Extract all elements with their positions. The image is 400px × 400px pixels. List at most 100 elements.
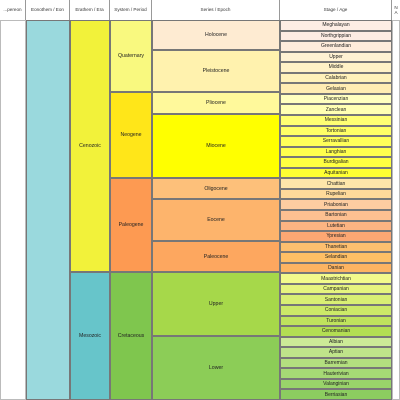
stage-label: Berriasian bbox=[324, 391, 348, 398]
system-label: Paleogene bbox=[118, 222, 144, 228]
series-label: Paleocene bbox=[203, 253, 229, 260]
stage-row: Thanetian bbox=[280, 241, 392, 253]
stage-row: Albian bbox=[280, 336, 392, 348]
stage-row: Zanclean bbox=[280, 104, 392, 115]
stage-row: Northgrippian bbox=[280, 30, 392, 42]
stage-row: Meghalayan bbox=[280, 20, 392, 31]
era-cenozoic: Cenozoic bbox=[70, 20, 110, 272]
system-cretaceous: Cretaceous bbox=[110, 272, 152, 400]
header-stage: Stage / Age bbox=[280, 0, 392, 20]
stage-label: Hauterivian bbox=[323, 370, 349, 377]
stage-label: Zanclean bbox=[325, 106, 347, 113]
stage-row: Priabonian bbox=[280, 199, 392, 210]
partial-right-column bbox=[392, 20, 400, 400]
stage-label: Selandian bbox=[324, 254, 348, 261]
era-label: Cenozoic bbox=[79, 143, 101, 149]
header-eonothem: Eonothem / Eon bbox=[26, 0, 70, 20]
series-upper: Upper bbox=[152, 272, 280, 336]
stage-row: Rupelian bbox=[280, 188, 392, 200]
stage-label: Langhian bbox=[325, 148, 347, 155]
series-label: Holocene bbox=[205, 32, 227, 38]
system-label: Quaternary bbox=[118, 53, 144, 59]
stage-label: Turonian bbox=[326, 317, 346, 324]
stage-row: Tortonian bbox=[280, 125, 392, 137]
series-eocene: Eocene bbox=[152, 199, 280, 241]
stage-label: Danian bbox=[328, 265, 344, 272]
stage-label: Chattian bbox=[326, 180, 346, 187]
series-label: Pleistocene bbox=[202, 68, 230, 74]
stage-row: Hauterivian bbox=[280, 368, 392, 379]
series-pliocene: Pliocene bbox=[152, 92, 280, 114]
stage-label: Campanian bbox=[323, 286, 349, 293]
stage-label: Maastrichtian bbox=[321, 275, 351, 282]
stage-label: Gelasian bbox=[326, 85, 346, 92]
stage-label: Coniacian bbox=[324, 307, 348, 314]
stage-label: Middle bbox=[328, 64, 344, 71]
stage-label: Bartonian bbox=[325, 212, 347, 219]
system-paleogene: Paleogene bbox=[110, 178, 152, 272]
series-label: Miocene bbox=[206, 143, 226, 149]
stage-row: Berriasian bbox=[280, 389, 392, 400]
series-pleistocene: Pleistocene bbox=[152, 50, 280, 92]
stage-row: Calabrian bbox=[280, 72, 392, 84]
stage-row: Piacenzian bbox=[280, 93, 392, 105]
stage-label: Piacenzian bbox=[323, 96, 349, 103]
stage-row: Aquitanian bbox=[280, 167, 392, 179]
stage-label: Cenomanian bbox=[321, 328, 351, 335]
series-oligocene: Oligocene bbox=[152, 178, 280, 199]
stage-row: Upper bbox=[280, 51, 392, 63]
stage-label: Lutetian bbox=[327, 222, 345, 229]
stage-row: Campanian bbox=[280, 283, 392, 295]
system-label: Cretaceous bbox=[117, 333, 145, 339]
stage-label: Meghalayan bbox=[322, 22, 350, 29]
header-series: Series / Epoch bbox=[152, 0, 280, 20]
stage-label: Calabrian bbox=[325, 75, 347, 82]
stage-row: Cenomanian bbox=[280, 326, 392, 337]
stage-row: Middle bbox=[280, 62, 392, 73]
series-lower: Lower bbox=[152, 336, 280, 400]
series-paleocene: Paleocene bbox=[152, 241, 280, 272]
eonothem-band bbox=[26, 20, 70, 400]
series-label: Pliocene bbox=[206, 100, 226, 106]
stage-label: Santonian bbox=[324, 296, 348, 303]
stage-label: Barremian bbox=[324, 360, 348, 367]
stage-row: Gelasian bbox=[280, 83, 392, 94]
header-partial-right: N A bbox=[392, 0, 400, 20]
stage-label: Greenlandian bbox=[320, 43, 352, 50]
series-label: Eocene bbox=[207, 217, 225, 223]
stage-row: Messinian bbox=[280, 115, 392, 126]
stage-label: Northgrippian bbox=[320, 32, 352, 39]
stage-row: Danian bbox=[280, 262, 392, 274]
stage-label: Thanetian bbox=[324, 243, 348, 250]
stage-label: Rupelian bbox=[326, 191, 346, 198]
stage-label: Upper bbox=[329, 53, 343, 60]
series-holocene: Holocene bbox=[152, 20, 280, 50]
stage-label: Ypresian bbox=[326, 233, 346, 240]
stage-row: Ypresian bbox=[280, 231, 392, 242]
stage-row: Selandian bbox=[280, 252, 392, 263]
stage-row: Burdigalian bbox=[280, 157, 392, 168]
stage-label: Priabonian bbox=[324, 201, 348, 208]
stage-label: Albian bbox=[329, 338, 343, 345]
stage-row: Coniacian bbox=[280, 305, 392, 316]
stage-row: Langhian bbox=[280, 146, 392, 158]
stage-row: Chattian bbox=[280, 178, 392, 189]
era-label: Mesozoic bbox=[79, 333, 101, 339]
system-label: Neogene bbox=[120, 132, 142, 138]
stage-row: Barremian bbox=[280, 357, 392, 369]
stage-row: Maastrichtian bbox=[280, 273, 392, 284]
stage-label: Valanginian bbox=[323, 381, 349, 388]
stage-label: Burdigalian bbox=[323, 159, 349, 166]
stage-row: Aptian bbox=[280, 347, 392, 358]
stage-row: Greenlandian bbox=[280, 41, 392, 52]
partial-left-column bbox=[0, 20, 26, 400]
header-erathem: Erathem / Era bbox=[70, 0, 110, 20]
stage-row: Lutetian bbox=[280, 220, 392, 232]
system-neogene: Neogene bbox=[110, 92, 152, 178]
stage-label: Serravallian bbox=[322, 138, 350, 145]
series-label: Lower bbox=[208, 365, 224, 371]
era-mesozoic: Mesozoic bbox=[70, 272, 110, 400]
stage-row: Turonian bbox=[280, 315, 392, 327]
stage-row: Serravallian bbox=[280, 136, 392, 147]
